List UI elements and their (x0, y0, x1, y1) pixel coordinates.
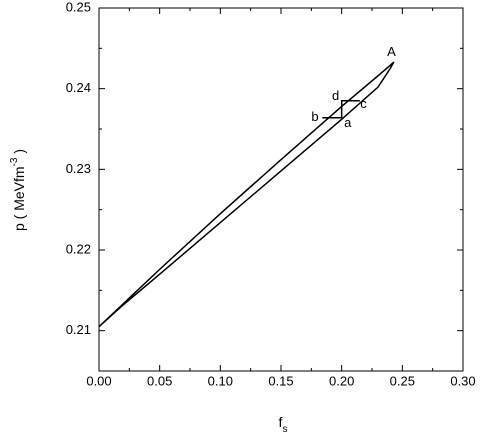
annotation: c (360, 96, 367, 111)
x-tick-label: 0.15 (268, 373, 293, 388)
series-line (322, 100, 360, 119)
y-label-sup: -3 (9, 157, 20, 166)
annotation: b (311, 109, 318, 124)
annotation: d (332, 88, 339, 103)
x-label-sub: s (282, 424, 287, 435)
y-tick-label: 0.22 (66, 241, 91, 256)
y-label-main: p ( MeVfm (11, 166, 27, 231)
y-axis-label: p ( MeVfm-3 ) (9, 149, 27, 231)
x-label-main: f (279, 414, 283, 430)
x-tick-label: 0.30 (450, 373, 475, 388)
x-tick-label: 0.00 (86, 373, 111, 388)
x-tick-label: 0.05 (147, 373, 172, 388)
x-tick-label: 0.20 (329, 373, 354, 388)
series-line (98, 61, 395, 328)
x-tick-label: 0.10 (208, 373, 233, 388)
annotation: a (344, 115, 352, 130)
y-tick-label: 0.25 (66, 0, 91, 14)
y-label-tail: ) (11, 149, 27, 158)
plot-frame (98, 7, 464, 372)
y-tick-label: 0.21 (66, 322, 91, 337)
x-tick-label: 0.25 (390, 373, 415, 388)
y-tick-label: 0.24 (66, 80, 91, 95)
x-axis-label: fs (279, 414, 288, 435)
y-tick-label: 0.23 (66, 161, 91, 176)
annotation: A (387, 44, 396, 59)
